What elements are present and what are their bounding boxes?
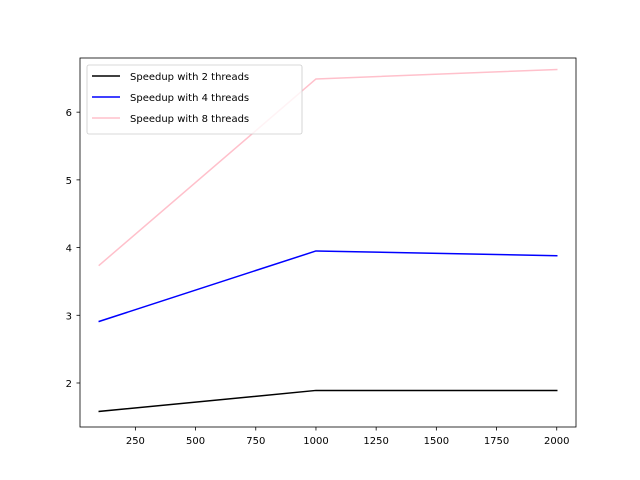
- x-tick-label: 2000: [544, 436, 569, 447]
- series-layer: [98, 68, 558, 413]
- legend: Speedup with 2 threads Speedup with 4 thr…: [86, 64, 303, 135]
- x-tick-label: 250: [126, 436, 145, 447]
- series-line-3: [98, 68, 558, 267]
- y-tick-label: 6: [66, 108, 72, 119]
- plot-frame: [79, 57, 577, 428]
- legend-label-2: Speedup with 4 threads: [130, 93, 249, 104]
- legend-box: [86, 64, 303, 135]
- x-tick-label: 1000: [303, 436, 328, 447]
- x-tick-label: 1500: [424, 436, 449, 447]
- y-tick-label: 4: [66, 244, 72, 255]
- x-tick-label: 500: [186, 436, 205, 447]
- series-line-1: [98, 389, 558, 413]
- series-line-2: [98, 250, 558, 323]
- x-tick-label: 750: [246, 436, 265, 447]
- y-tick-label: 3: [66, 311, 72, 322]
- axes-layer: 250 500 750 1000 1250 1500 1750 2000 2 3 4 5 6: [66, 57, 577, 447]
- x-tick-label: 1750: [484, 436, 509, 447]
- legend-label-3: Speedup with 8 threads: [130, 114, 249, 125]
- legend-label-1: Speedup with 2 threads: [130, 72, 249, 83]
- y-tick-label: 5: [66, 176, 72, 187]
- x-tick-label: 1250: [363, 436, 388, 447]
- y-tick-label: 2: [66, 379, 72, 390]
